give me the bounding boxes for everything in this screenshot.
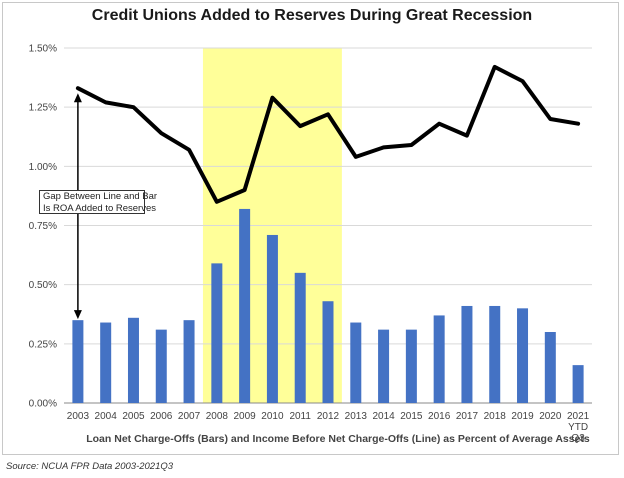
gap-arrow-head-up [73,93,82,103]
y-tick-label: 1.50% [29,44,57,55]
y-tick-label: 0.00% [29,399,57,410]
bar-2006 [155,329,167,403]
chart-title: Credit Unions Added to Reserves During G… [91,7,533,24]
x-tick-label: 2004 [95,411,118,422]
gap-arrow-head-down [73,310,82,320]
bar-2021 [572,365,584,403]
bar-2012 [322,301,334,403]
bar-2005 [127,317,139,403]
x-tick-label: 2005 [122,411,145,422]
x-tick-label: 2011 [289,411,311,422]
y-tick-label: 1.25% [29,103,57,114]
bar-2011 [294,272,306,403]
x-tick-label: 2019 [511,411,534,422]
bar-2004 [100,322,112,403]
annotation-line-1: Gap Between Line and Bar [43,191,158,202]
bar-2014 [378,329,390,403]
x-tick-label: 2003 [67,411,90,422]
bar-2007 [183,320,195,403]
x-tick-label: 2016 [428,411,451,422]
x-tick-label: 2007 [178,411,201,422]
x-tick-label: 2017 [456,411,479,422]
annotation-line-2: Is ROA Added to Reserves [43,203,157,214]
bar-2003 [72,320,84,403]
x-tick-label: 2013 [345,411,368,422]
x-tick-label: 2006 [150,411,173,422]
bar-2018 [489,305,501,403]
bar-2017 [461,305,473,403]
x-tick-label: 2012 [317,411,340,422]
y-tick-label: 0.25% [29,339,57,350]
bar-2016 [433,315,445,403]
bar-2008 [211,263,223,403]
y-tick-label: 0.50% [29,280,57,291]
bar-2015 [405,329,417,403]
x-axis-label: Loan Net Charge-Offs (Bars) and Income B… [86,433,590,445]
source-note: Source: NCUA FPR Data 2003-2021Q3 [6,461,174,472]
bar-2013 [350,322,362,403]
x-tick-label: 2018 [484,411,507,422]
bar-2009 [239,208,251,403]
x-tick-label: 2014 [372,411,395,422]
annotation-box: Gap Between Line and Bar Is ROA Added to… [39,190,158,214]
x-tick-label: 2021 YTD Q3 [567,411,590,444]
bar-2010 [266,234,278,403]
bar-2020 [544,332,556,403]
x-tick-label: 2008 [206,411,229,422]
x-tick-label: 2015 [400,411,423,422]
y-tick-label: 0.75% [29,221,57,232]
x-tick-label: 2010 [261,411,284,422]
y-tick-label: 1.00% [29,162,57,173]
bar-2019 [517,308,529,403]
x-tick-label: 2020 [539,411,562,422]
x-tick-label: 2009 [234,411,257,422]
